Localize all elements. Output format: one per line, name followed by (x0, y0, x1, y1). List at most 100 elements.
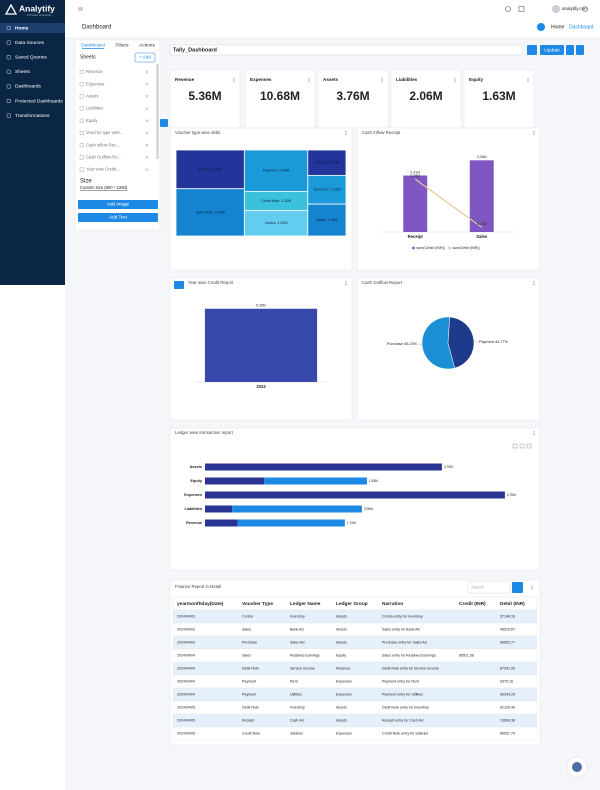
toolbar-icon[interactable] (512, 443, 518, 449)
kebab-dot[interactable] (345, 130, 347, 132)
size-value[interactable]: Custom size (800 * 2260) (80, 185, 128, 190)
panel-tab[interactable]: Actions (139, 42, 155, 48)
panel-button-label[interactable]: Add Image (107, 202, 130, 207)
kebab-dot[interactable] (454, 79, 456, 81)
sheet-item[interactable]: Cash inflow Rec... (86, 142, 120, 147)
remove-sheet[interactable] (145, 143, 149, 147)
kebab-dot[interactable] (454, 81, 456, 83)
kebab-dot[interactable] (345, 134, 347, 136)
kebab-dot[interactable] (533, 284, 535, 286)
scrollbar[interactable] (156, 64, 159, 159)
kebab-dot[interactable] (533, 130, 535, 132)
kpi-label: Expenses (250, 77, 272, 82)
dashboard-name[interactable]: Tally_Dashboard (173, 47, 217, 53)
remove-sheet[interactable] (145, 119, 149, 123)
kebab-dot[interactable] (531, 585, 533, 587)
settings-button[interactable] (582, 6, 588, 12)
kebab-dot[interactable] (233, 77, 235, 79)
remove-sheet[interactable] (145, 70, 149, 74)
update-button[interactable] (540, 45, 564, 55)
sheet-item[interactable]: Assets (86, 94, 99, 99)
theme-toggle[interactable] (505, 6, 511, 12)
menu-item[interactable]: Protected Dashboards (15, 98, 63, 104)
menu-icon (6, 55, 11, 60)
sheet-item[interactable]: Expenses (86, 81, 104, 86)
kebab-dot[interactable] (527, 81, 529, 83)
kebab-dot[interactable] (533, 280, 535, 282)
collapse-button[interactable] (160, 119, 168, 127)
kebab-dot[interactable] (381, 77, 383, 79)
kebab-dot[interactable] (345, 280, 347, 282)
sheet-item[interactable]: Year wise Credit... (86, 167, 120, 172)
kebab-dot[interactable] (533, 430, 535, 432)
menu-toggle[interactable] (78, 7, 83, 11)
sheet-item[interactable]: Voucher type wise... (86, 130, 123, 135)
kebab-dot[interactable] (527, 77, 529, 79)
edit-button[interactable] (527, 45, 537, 55)
drill-back-button[interactable] (174, 281, 184, 289)
remove-sheet[interactable] (145, 155, 149, 159)
search-button[interactable] (512, 582, 523, 593)
update-label[interactable]: Update (544, 47, 560, 53)
dashboard-name-input[interactable] (169, 44, 523, 56)
menu-item[interactable]: Dashboards (15, 84, 41, 90)
menu-item[interactable]: Sheets (15, 69, 31, 75)
more-button[interactable] (576, 45, 584, 55)
sheet-item[interactable]: Equity (86, 118, 99, 123)
kebab-dot[interactable] (533, 134, 535, 136)
kpi-label: Equity (469, 77, 483, 82)
table-cell: Assets (336, 627, 347, 631)
kebab-dot[interactable] (308, 79, 310, 81)
kebab-dot[interactable] (533, 434, 535, 436)
table-cell: Bank A/c (290, 627, 304, 631)
search-placeholder[interactable]: Search (471, 585, 485, 590)
remove-sheet[interactable] (145, 82, 149, 86)
kebab-dot[interactable] (381, 81, 383, 83)
kebab-dot[interactable] (454, 77, 456, 79)
fullscreen-button[interactable] (518, 6, 525, 12)
menu-icon (6, 84, 11, 89)
panel-tab[interactable]: Filters (115, 42, 129, 48)
kebab-dot[interactable] (308, 77, 310, 79)
kebab-dot[interactable] (533, 282, 535, 284)
help-button[interactable] (537, 23, 545, 31)
remove-sheet[interactable] (145, 131, 149, 135)
menu-item[interactable]: Data Sources (15, 40, 45, 46)
kebab-dot[interactable] (345, 282, 347, 284)
kebab-dot[interactable] (527, 79, 529, 81)
kpi-label: Revenue (175, 77, 195, 82)
panel-button[interactable] (78, 200, 158, 209)
remove-sheet[interactable] (145, 107, 149, 111)
remove-sheet[interactable] (145, 94, 149, 98)
kebab-dot[interactable] (531, 587, 533, 588)
download-button[interactable] (566, 45, 574, 55)
kebab-dot[interactable] (233, 81, 235, 83)
sheet-item[interactable]: Cash Outflow Re... (86, 155, 121, 160)
kebab-dot[interactable] (381, 79, 383, 81)
kebab-dot[interactable] (531, 588, 533, 590)
breadcrumb-home[interactable]: Home (551, 24, 565, 30)
remove-sheet[interactable] (145, 168, 149, 172)
sheet-item[interactable]: Liabilities (86, 106, 103, 111)
panel-tab[interactable]: Dashboard (81, 42, 105, 48)
toolbar-icon[interactable] (519, 443, 525, 449)
search-input[interactable] (467, 581, 511, 594)
kebab-dot[interactable] (533, 432, 535, 434)
menu-item[interactable]: Transformations (15, 113, 50, 119)
kebab-dot[interactable] (233, 79, 235, 81)
avatar[interactable] (552, 5, 560, 13)
topbar (65, 0, 600, 38)
sheet-item[interactable]: Revenue (86, 69, 103, 74)
add-sheet-label[interactable]: + Add (139, 55, 151, 60)
menu-item[interactable]: Home (15, 25, 29, 31)
user-name[interactable]: analytify.com (562, 6, 588, 11)
menu-item[interactable]: Saved Queries (15, 54, 47, 60)
kebab-dot[interactable] (345, 284, 347, 286)
panel-button[interactable] (78, 213, 158, 222)
kebab-dot[interactable] (533, 132, 535, 134)
add-sheet-button[interactable] (134, 52, 156, 63)
panel-button-label[interactable]: Add Text (109, 215, 128, 220)
kebab-dot[interactable] (345, 132, 347, 134)
toolbar-icon[interactable] (526, 443, 532, 449)
kebab-dot[interactable] (308, 81, 310, 83)
